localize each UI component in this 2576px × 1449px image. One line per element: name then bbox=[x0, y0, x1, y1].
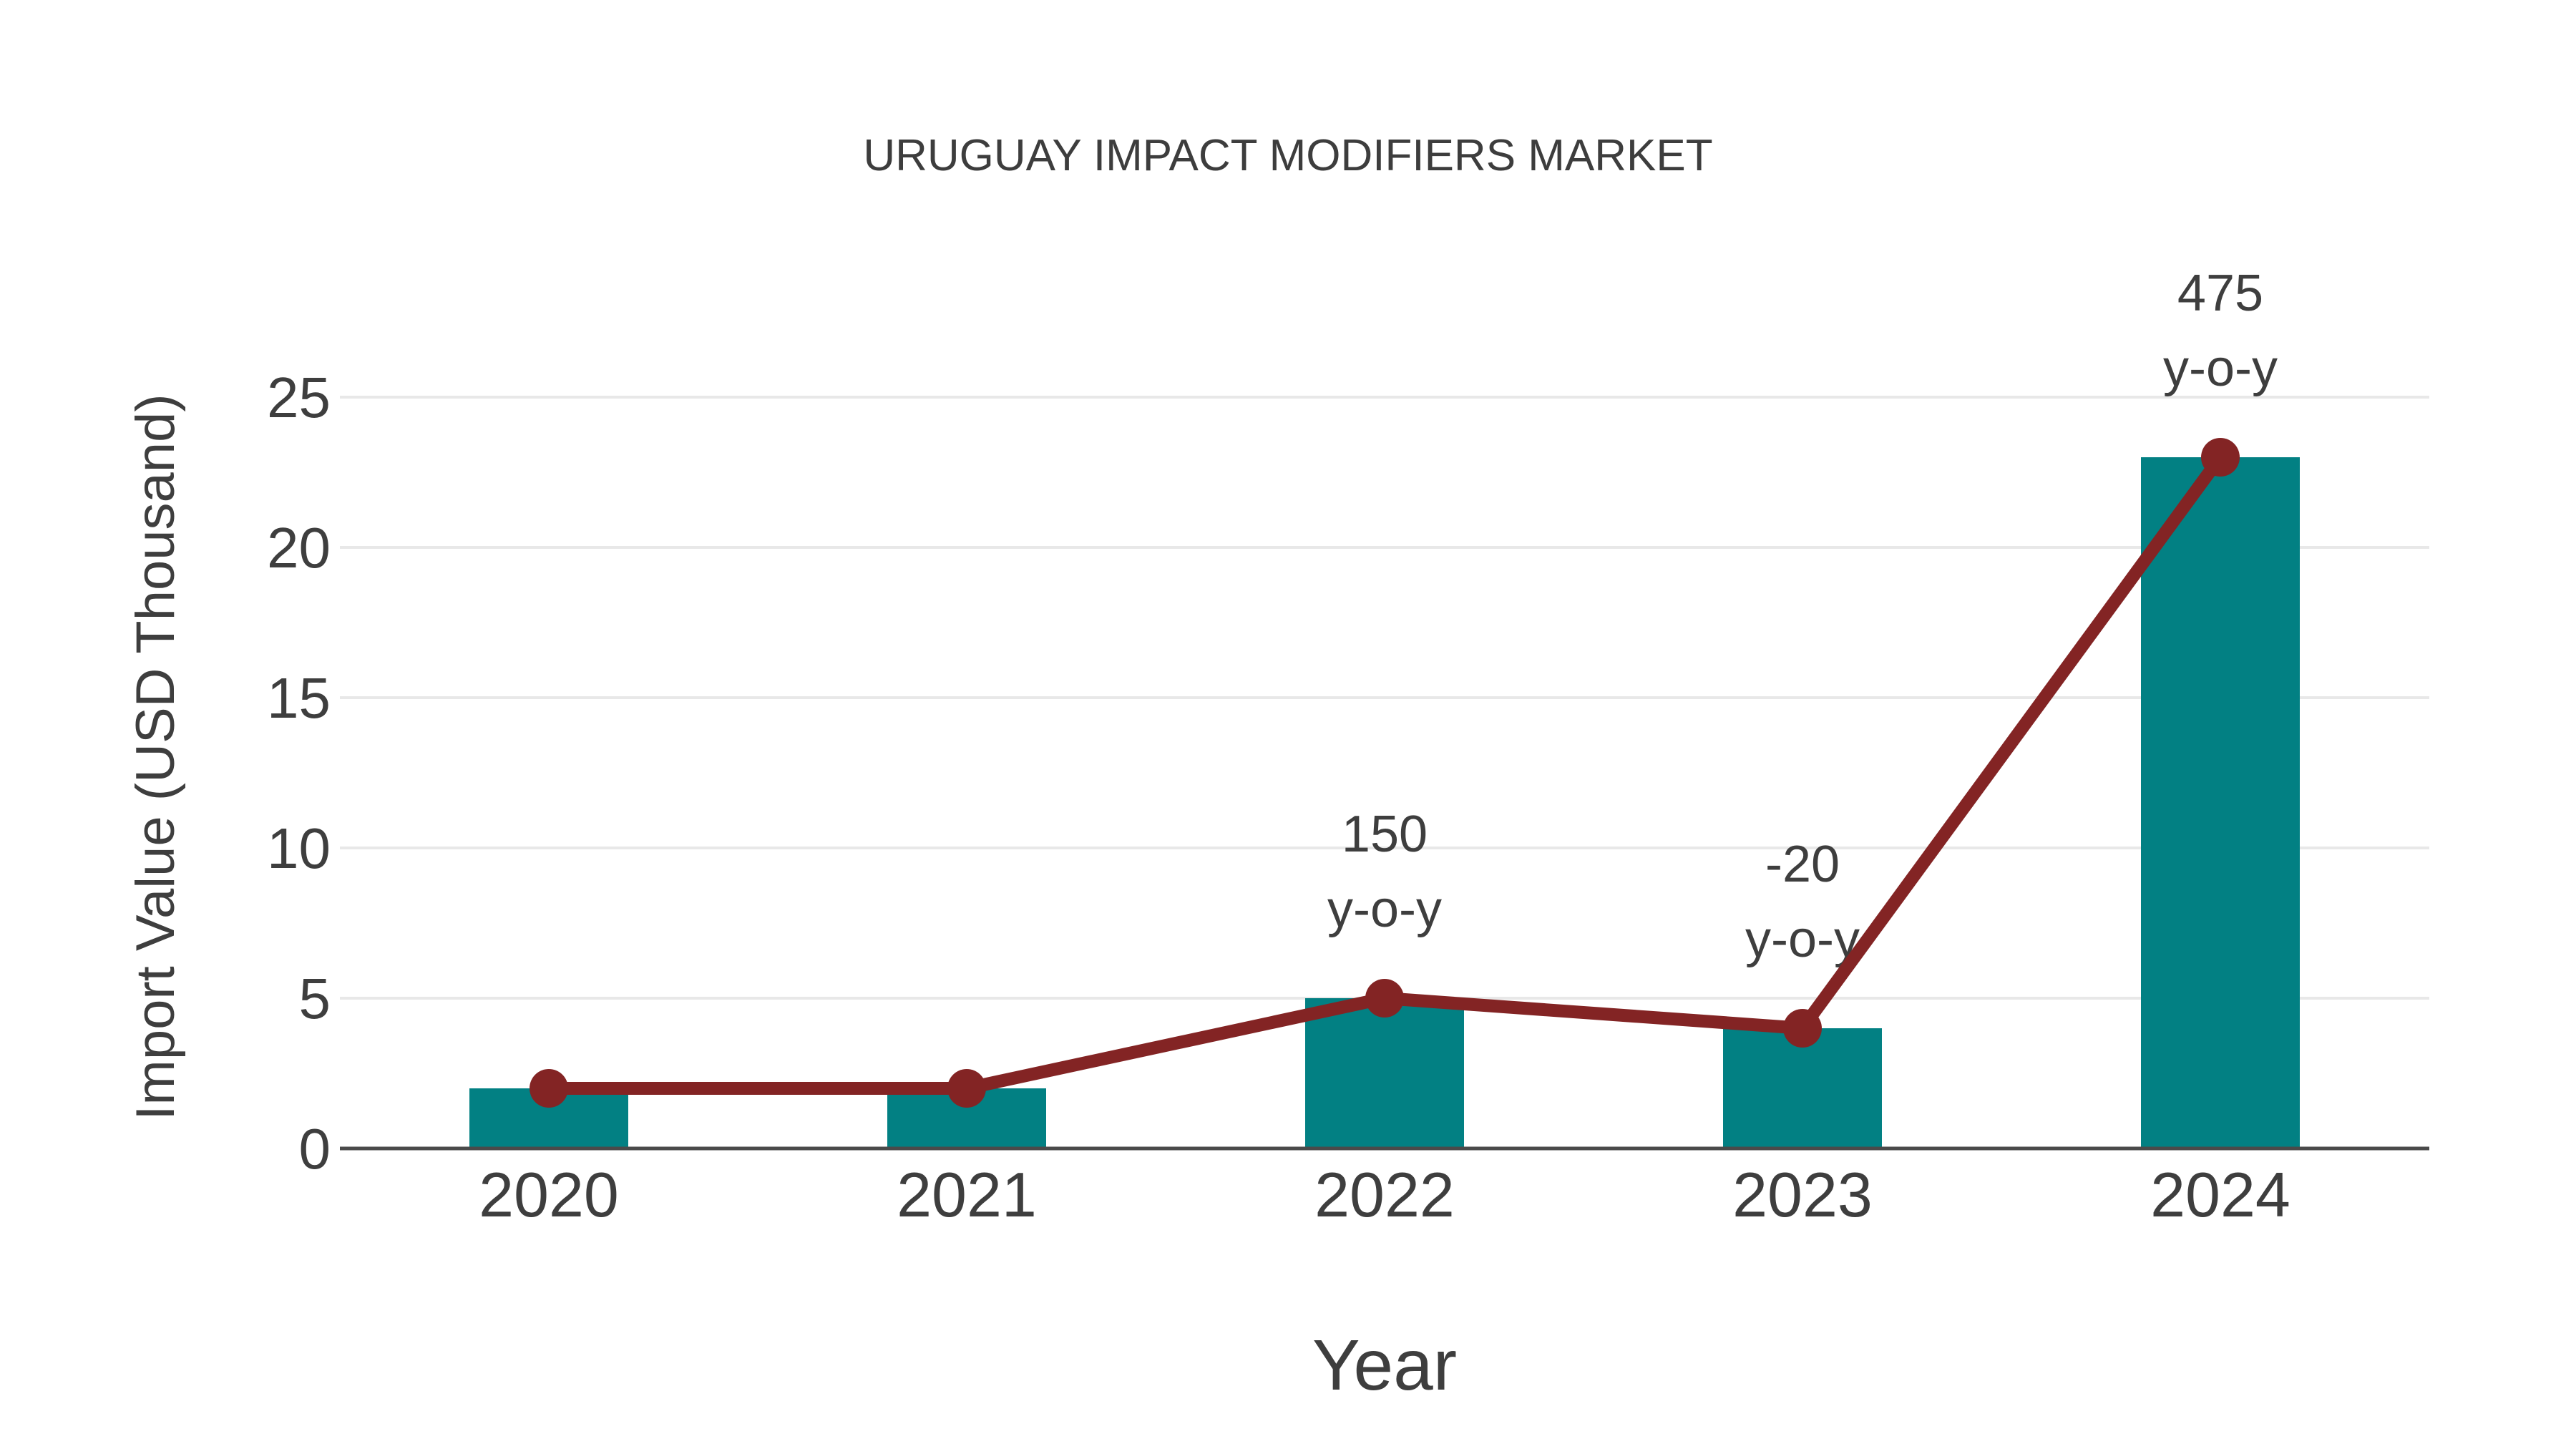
marker-2022 bbox=[1365, 979, 1404, 1018]
x-tick-label-2021: 2021 bbox=[897, 1159, 1037, 1230]
annotation-2024-label: y-o-y bbox=[2163, 340, 2278, 397]
x-tick-label-2020: 2020 bbox=[479, 1159, 619, 1230]
y-tick-label-25: 25 bbox=[267, 366, 331, 429]
annotation-2022-value: 150 bbox=[1342, 806, 1428, 863]
bar-2024 bbox=[2141, 457, 2300, 1148]
marker-2020 bbox=[530, 1069, 568, 1108]
marker-2021 bbox=[947, 1069, 986, 1108]
y-tick-label-0: 0 bbox=[299, 1117, 331, 1181]
gridlines bbox=[340, 396, 2429, 1000]
annotation-2024-value: 475 bbox=[2177, 265, 2263, 322]
y-tick-label-5: 5 bbox=[299, 967, 331, 1030]
x-tick-label-2024: 2024 bbox=[2150, 1159, 2290, 1230]
chart-title: URUGUAY IMPACT MODIFIERS MARKET bbox=[863, 131, 1712, 180]
x-axis-tick-labels: 2020 2021 2022 2023 2024 bbox=[479, 1159, 2290, 1230]
annotation-2022-label: y-o-y bbox=[1327, 881, 1442, 938]
y-tick-label-20: 20 bbox=[267, 516, 331, 580]
bar-2022 bbox=[1305, 998, 1464, 1148]
bar-2023 bbox=[1723, 1028, 1882, 1148]
y-axis-tick-labels: 0 5 10 15 20 25 bbox=[267, 366, 331, 1181]
annotation-2023-label: y-o-y bbox=[1745, 911, 1860, 968]
y-tick-label-15: 15 bbox=[267, 666, 331, 730]
y-tick-label-10: 10 bbox=[267, 816, 331, 880]
x-axis-title: Year bbox=[1312, 1325, 1457, 1405]
x-tick-label-2023: 2023 bbox=[1732, 1159, 1873, 1230]
line-series bbox=[530, 438, 2240, 1108]
marker-2023 bbox=[1783, 1009, 1822, 1048]
bar-series bbox=[469, 457, 2300, 1148]
y-axis-title: Import Value (USD Thousand) bbox=[125, 394, 186, 1120]
annotations: 150 y-o-y -20 y-o-y 475 y-o-y bbox=[1327, 265, 2278, 968]
annotation-2023-value: -20 bbox=[1765, 836, 1840, 893]
x-tick-label-2022: 2022 bbox=[1314, 1159, 1455, 1230]
marker-2024 bbox=[2201, 438, 2240, 477]
